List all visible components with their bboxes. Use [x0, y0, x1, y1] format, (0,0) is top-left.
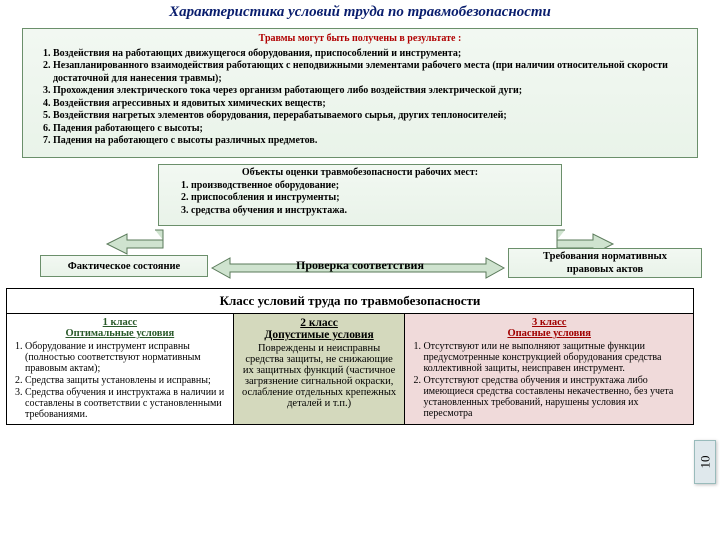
class-2-title-l1: 2 класс: [238, 317, 401, 329]
class-3-list: Отсутствуют или не выполняют защитные фу…: [409, 341, 689, 419]
list-item: Падения работающего с высоты;: [53, 123, 687, 136]
injuries-lead: Травмы могут быть получены в результате …: [33, 33, 687, 46]
list-item: Воздействия на работающих движущегося об…: [53, 48, 687, 61]
req-norm-box: Требования нормативных правовых актов: [508, 248, 702, 278]
page-title: Характеристика условий труда по травмобе…: [0, 0, 720, 23]
objects-lead: Объекты оценки травмобезопасности рабочи…: [167, 167, 553, 180]
list-item: приспособления и инструменты;: [191, 192, 553, 205]
class-1-title-l1: 1 класс: [11, 317, 229, 328]
class-3-title-l2: Опасные условия: [409, 328, 689, 339]
class-2-cell: 2 класс Допустимые условия Повреждены и …: [233, 314, 405, 425]
table-header: Класс условий труда по травмобезопасност…: [7, 289, 694, 314]
objects-list: производственное оборудование; приспособ…: [167, 180, 553, 218]
list-item: Воздействия нагретых элементов оборудова…: [53, 110, 687, 123]
check-label: Проверка соответствия: [260, 258, 460, 273]
list-item: Незапланированного взаимодействия работа…: [53, 60, 687, 85]
page-number: 10: [697, 456, 713, 469]
list-item: Отсутствуют средства обучения и инструкт…: [423, 375, 689, 419]
class-1-title-l2: Оптимальные условия: [11, 328, 229, 339]
class-table: Класс условий труда по травмобезопасност…: [6, 288, 694, 425]
class-1-list: Оборудование и инструмент исправны (полн…: [11, 341, 229, 420]
list-item: производственное оборудование;: [191, 180, 553, 193]
list-item: Отсутствуют или не выполняют защитные фу…: [423, 341, 689, 374]
list-item: Средства защиты установлены и исправны;: [25, 375, 229, 386]
class-3-cell: 3 класс Опасные условия Отсутствуют или …: [405, 314, 694, 425]
injuries-list: Воздействия на работающих движущегося об…: [33, 48, 687, 148]
list-item: средства обучения и инструктажа.: [191, 205, 553, 218]
injuries-box: Травмы могут быть получены в результате …: [22, 28, 698, 158]
class-2-body: Повреждены и неисправны средства защиты,…: [238, 341, 401, 409]
class-3-title-l1: 3 класс: [409, 317, 689, 328]
list-item: Оборудование и инструмент исправны (полн…: [25, 341, 229, 374]
list-item: Средства обучения и инструктажа в наличи…: [25, 387, 229, 420]
page-number-tab: 10: [694, 440, 716, 484]
class-1-cell: 1 класс Оптимальные условия Оборудование…: [7, 314, 234, 425]
fact-state-box: Фактическое состояние: [40, 255, 208, 277]
objects-box: Объекты оценки травмобезопасности рабочи…: [158, 164, 562, 226]
req-norm-l2: правовых актов: [509, 264, 701, 277]
req-norm-l1: Требования нормативных: [509, 251, 701, 264]
class-2-title-l2: Допустимые условия: [238, 329, 401, 341]
list-item: Падения на работающего с высоты различны…: [53, 135, 687, 148]
list-item: Воздействия агрессивных и ядовитых химич…: [53, 98, 687, 111]
list-item: Прохождения электрического тока через ор…: [53, 85, 687, 98]
